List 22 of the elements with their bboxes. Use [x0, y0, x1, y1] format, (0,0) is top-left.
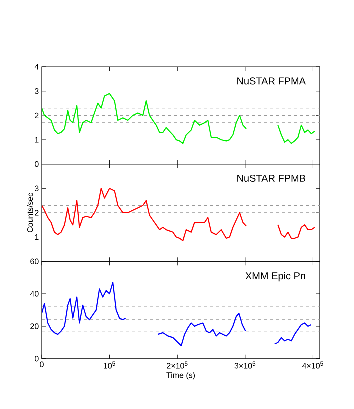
x-tick-label: 0 [40, 362, 44, 368]
x-tick-label: 2×10$^{5}$ [167, 362, 188, 369]
y-tick-label: 2 [35, 112, 39, 118]
y-tick-label: 20 [30, 324, 39, 330]
y-tick-label: 0 [35, 161, 39, 168]
y-tick-label: 3 [34, 88, 39, 94]
annotation: NuSTAR FPMB [238, 174, 306, 182]
y-tick-label: 2 [35, 210, 39, 216]
y-tick-label: 4 [34, 64, 39, 70]
y-axis-title: Counts/sec [27, 193, 34, 233]
x-axis-title: Time (s) [166, 372, 196, 380]
x-tick-label: 3×10$^{5}$ [234, 362, 256, 369]
y-tick-label: 0 [35, 356, 39, 362]
x-tick-label: 4×10$^{5}$ [302, 362, 324, 369]
y-tick-label: 60 [30, 258, 39, 264]
y-tick-label: 1 [35, 137, 39, 143]
y-tick-label: 1 [35, 234, 39, 240]
annotation: XMM Epic Pn [246, 272, 306, 282]
annotation: NuSTAR FPMA [238, 78, 306, 85]
y-tick-label: 40 [30, 291, 39, 297]
x-tick-label: 10$^{5}$ [104, 362, 116, 369]
y-tick-label: 3 [34, 186, 39, 192]
